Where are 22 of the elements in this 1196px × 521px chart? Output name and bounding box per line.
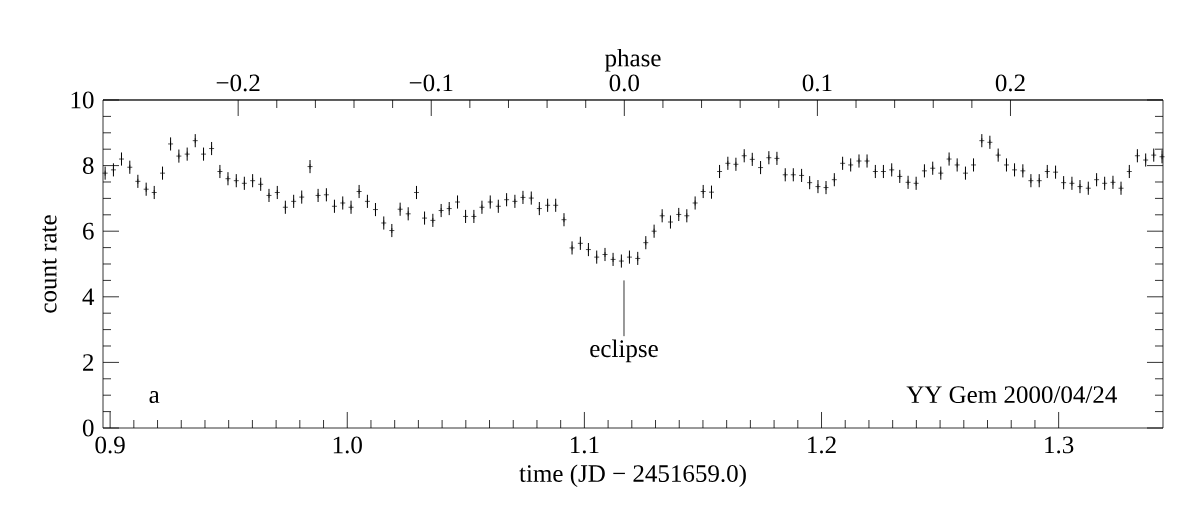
annotation: eclipse [590, 339, 658, 363]
x2-tick-label: −0.2 [216, 74, 260, 92]
x2-axis-title: phase [604, 48, 661, 72]
x-tick-label: 1.0 [333, 436, 362, 454]
x-tick-label: 1.1 [570, 436, 599, 454]
x-axis-title: time (JD − 2451659.0) [519, 464, 746, 488]
annotation: a [149, 391, 160, 404]
x-tick-label: 1.3 [1045, 436, 1074, 454]
x2-tick-label: 0.1 [802, 74, 832, 92]
y-tick-label: 4 [82, 288, 95, 306]
x2-tick-label: 0.2 [995, 74, 1025, 92]
y-tick-label: 6 [83, 222, 94, 240]
x-tick-label: 0.9 [95, 436, 125, 454]
y-tick-label: 10 [71, 91, 94, 109]
y-tick-label: 8 [82, 157, 94, 175]
y-axis-title: count rate [42, 215, 57, 313]
annotation: YY Gem 2000/04/24 [906, 386, 1117, 404]
x-tick-label: 1.2 [808, 436, 836, 454]
y-tick-label: 0 [82, 419, 94, 437]
y-tick-label: 2 [83, 354, 94, 371]
x2-tick-label: −0.1 [409, 74, 453, 92]
x2-tick-label: 0.0 [609, 74, 639, 92]
